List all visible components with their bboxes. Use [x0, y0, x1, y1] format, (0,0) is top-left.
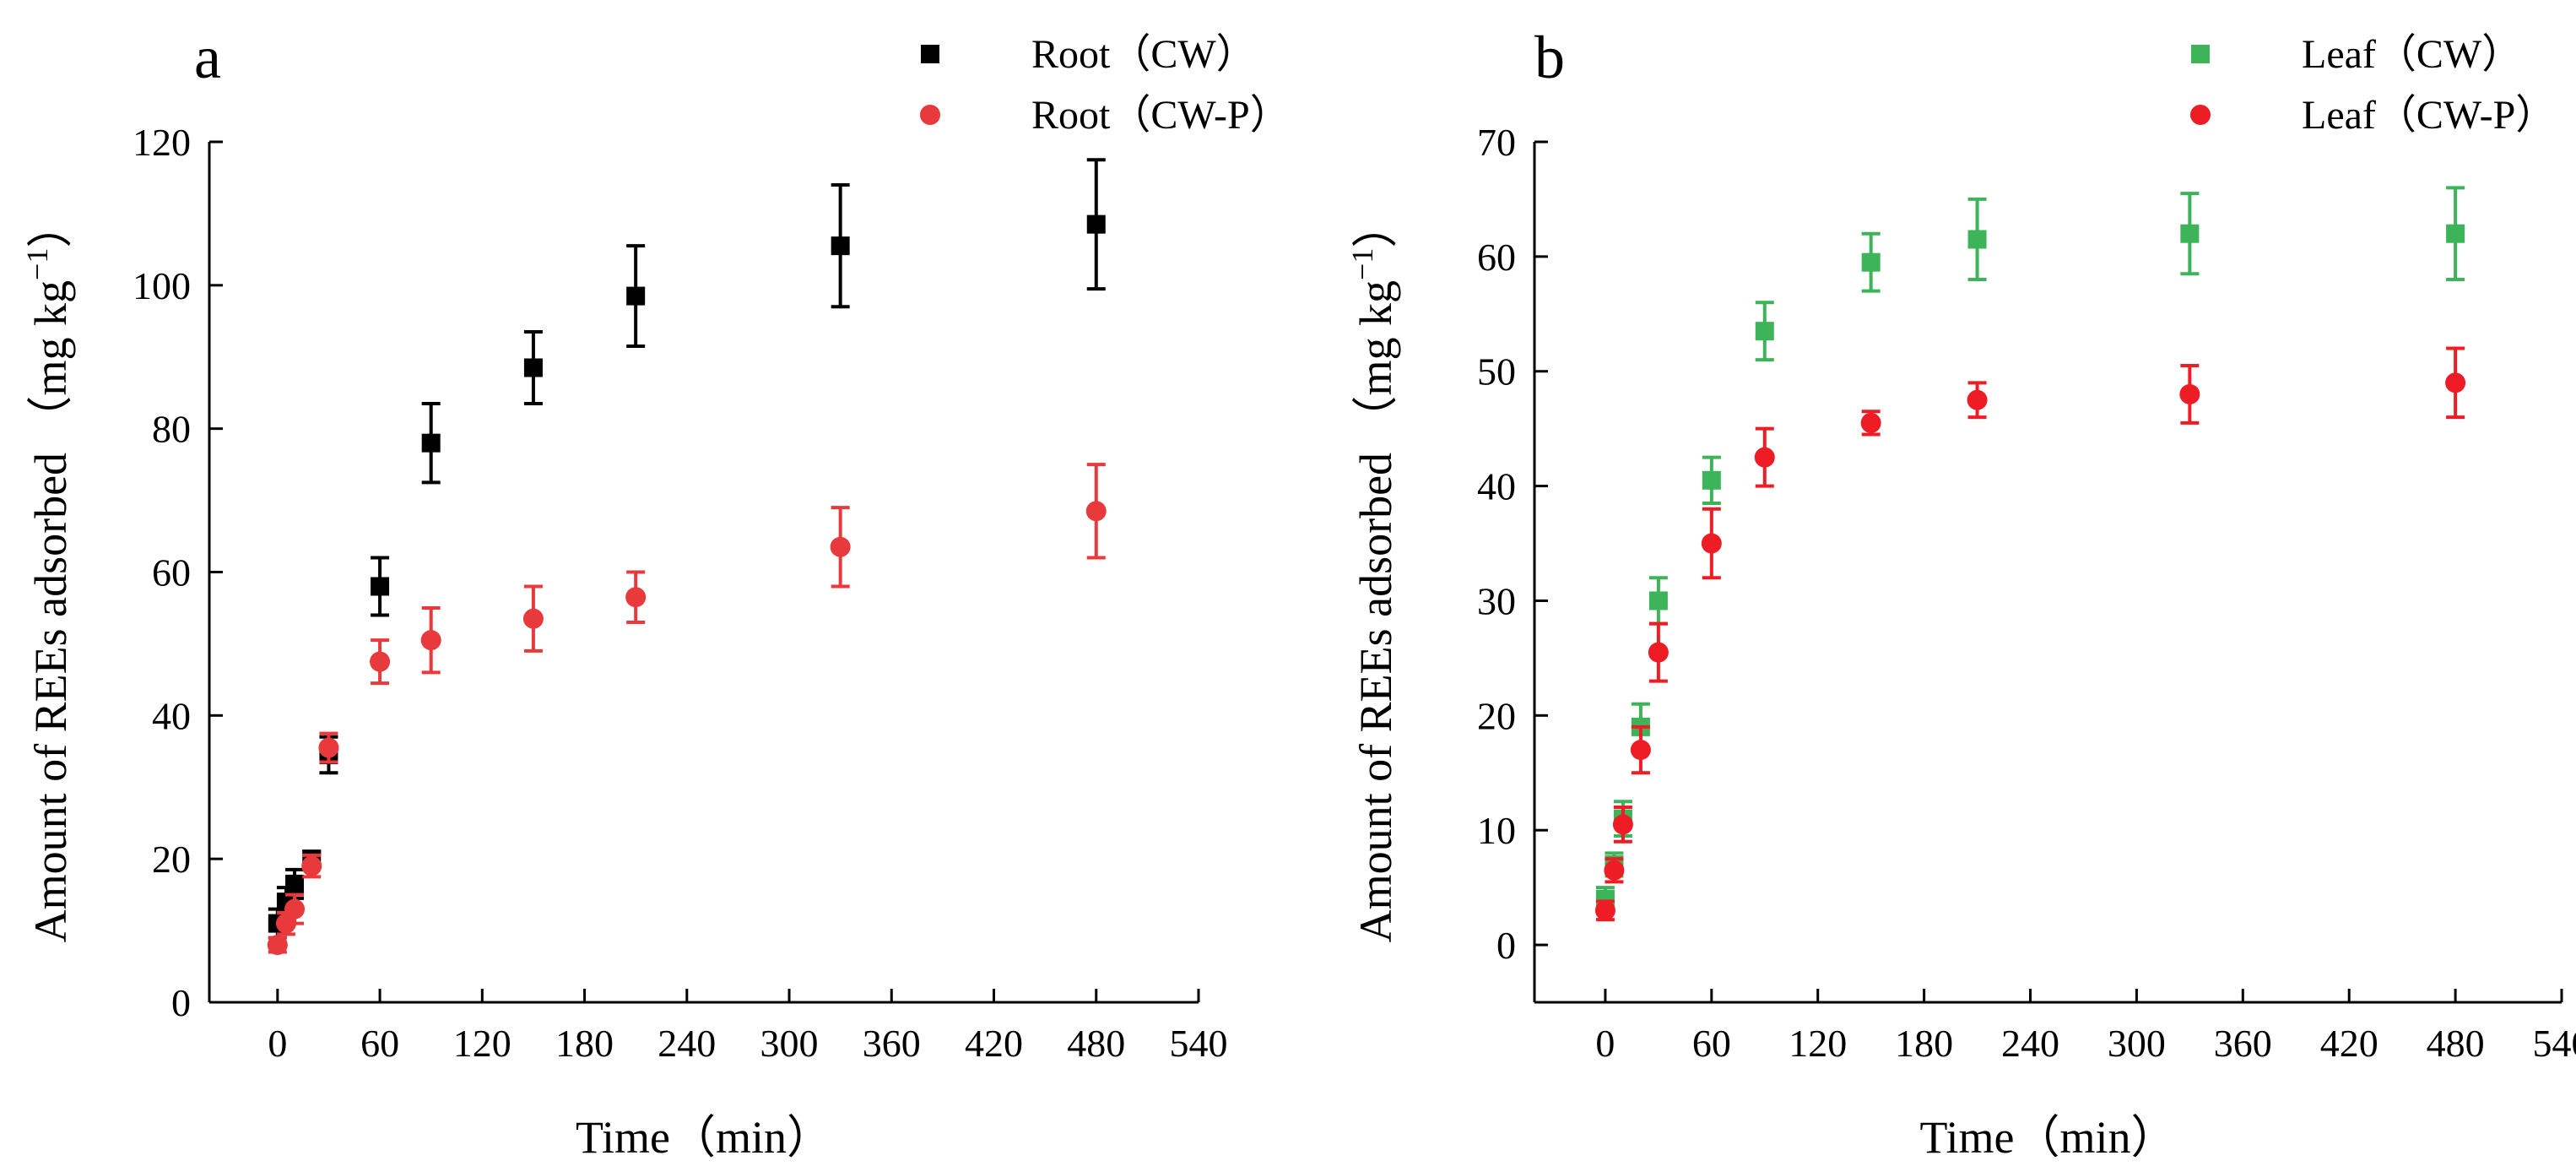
y-tick-label: 30 [1477, 579, 1516, 622]
y-tick-label: 120 [133, 121, 191, 164]
y-tick-label: 50 [1477, 350, 1516, 393]
x-tick-label: 300 [2108, 1022, 2166, 1065]
y-axis-title-close: ） [1350, 203, 1401, 248]
x-tick-label: 60 [360, 1022, 399, 1065]
data-point-square [1702, 471, 1721, 490]
y-tick-label: 0 [1496, 924, 1516, 967]
y-tick-label: 60 [1477, 236, 1516, 279]
data-point-circle [284, 899, 305, 920]
legend-label: Leaf（CW-P） [2302, 93, 2556, 138]
x-tick-label: 240 [2001, 1022, 2059, 1065]
y-tick-label: 10 [1477, 809, 1516, 852]
data-point-square [2180, 225, 2199, 243]
panel-b: 0 60 120 180 240 300 360 420 480 540 0 10 20 30 40 50 60… [1345, 24, 2576, 1163]
y-tick-label: 20 [152, 838, 191, 881]
panel-a: 0 60 120 180 240 300 360 420 480 540 0 20 40 60 80 100 1… [20, 24, 1291, 1163]
y-axis-title: Amount of REEs adsorbed （mg kg−1） [20, 203, 76, 943]
data-point-circle [523, 609, 544, 629]
x-tick-label: 0 [1595, 1022, 1615, 1065]
data-point-square [831, 236, 850, 255]
x-tick-label: 360 [863, 1022, 921, 1065]
x-tick-label: 420 [965, 1022, 1023, 1065]
x-tick-label: 180 [555, 1022, 614, 1065]
data-point-circle [831, 537, 851, 557]
data-point-circle [2445, 372, 2465, 393]
data-point-square [422, 434, 441, 453]
data-point-square [371, 577, 389, 595]
data-point-circle [1613, 814, 1633, 834]
x-tick-label: 300 [760, 1022, 819, 1065]
x-tick-label: 540 [1170, 1022, 1228, 1065]
data-point-square [1862, 253, 1881, 272]
legend-label: Root（CW-P） [1031, 93, 1291, 138]
data-point-circle [1967, 390, 1988, 410]
data-point-circle [1631, 740, 1651, 760]
data-point-circle [421, 630, 441, 650]
data-point-square [1087, 215, 1106, 234]
legend-label: Root（CW） [1031, 32, 1257, 77]
data-point-square [1756, 322, 1774, 340]
y-axis-title-main: Amount of REEs adsorbed （mg kg [1350, 280, 1401, 942]
x-tick-label: 0 [268, 1022, 287, 1065]
panel-label: a [194, 24, 221, 91]
x-tick-label: 120 [453, 1022, 511, 1065]
x-tick-label: 180 [1895, 1022, 1953, 1065]
x-tick-label: 360 [2214, 1022, 2272, 1065]
x-tick-label: 120 [1789, 1022, 1847, 1065]
legend-marker-square [921, 45, 939, 63]
legend-marker-circle [2190, 105, 2211, 125]
data-point-circle [1604, 860, 1624, 881]
y-axis-title-superscript: −1 [20, 248, 54, 280]
series-Root（CW） [268, 160, 1106, 937]
data-point-circle [1755, 448, 1775, 468]
y-tick-label: 70 [1477, 121, 1516, 164]
series-Leaf（CW） [1596, 187, 2465, 910]
data-point-circle [1861, 413, 1881, 433]
data-point-square [1968, 230, 1987, 248]
data-point-circle [318, 738, 338, 758]
y-axis-title-superscript: −1 [1345, 248, 1379, 280]
x-axis-title: Time（min） [1919, 1112, 2176, 1163]
x-tick-label: 60 [1692, 1022, 1731, 1065]
y-tick-label: 100 [133, 264, 191, 307]
series-Root（CW-P） [268, 464, 1107, 955]
data-point-circle [370, 652, 390, 672]
x-tick-label: 480 [1067, 1022, 1125, 1065]
x-tick-label: 240 [658, 1022, 716, 1065]
data-point-circle [1086, 501, 1107, 521]
data-point-circle [1702, 534, 1722, 554]
data-point-circle [1648, 643, 1669, 663]
data-point-square [626, 287, 645, 306]
legend-marker-circle [920, 105, 940, 125]
y-axis-title-main: Amount of REEs adsorbed （mg kg [25, 280, 76, 942]
y-axis-title: Amount of REEs adsorbed （mg kg−1） [1345, 203, 1401, 943]
x-tick-label: 480 [2427, 1022, 2485, 1065]
legend-label: Leaf（CW） [2302, 32, 2522, 77]
y-tick-label: 60 [152, 551, 191, 594]
x-tick-label: 540 [2533, 1022, 2576, 1065]
y-tick-label: 0 [171, 981, 191, 1024]
y-axis-title-close: ） [25, 203, 76, 248]
data-point-square [285, 875, 304, 893]
series-Leaf（CW-P） [1595, 349, 2465, 921]
y-tick-label: 80 [152, 408, 191, 451]
y-tick-label: 40 [1477, 465, 1516, 508]
data-point-circle [301, 856, 322, 876]
data-point-square [1649, 591, 1668, 610]
data-point-circle [625, 587, 646, 607]
data-point-circle [1595, 900, 1615, 920]
y-tick-label: 40 [152, 694, 191, 737]
data-point-square [524, 358, 543, 377]
data-point-square [2446, 225, 2465, 243]
data-point-circle [268, 935, 288, 955]
panel-label: b [1534, 24, 1565, 91]
y-tick-label: 20 [1477, 694, 1516, 737]
x-tick-label: 420 [2320, 1022, 2378, 1065]
legend-marker-square [2191, 45, 2210, 63]
data-point-circle [2179, 384, 2200, 404]
x-axis-title: Time（min） [576, 1112, 832, 1163]
